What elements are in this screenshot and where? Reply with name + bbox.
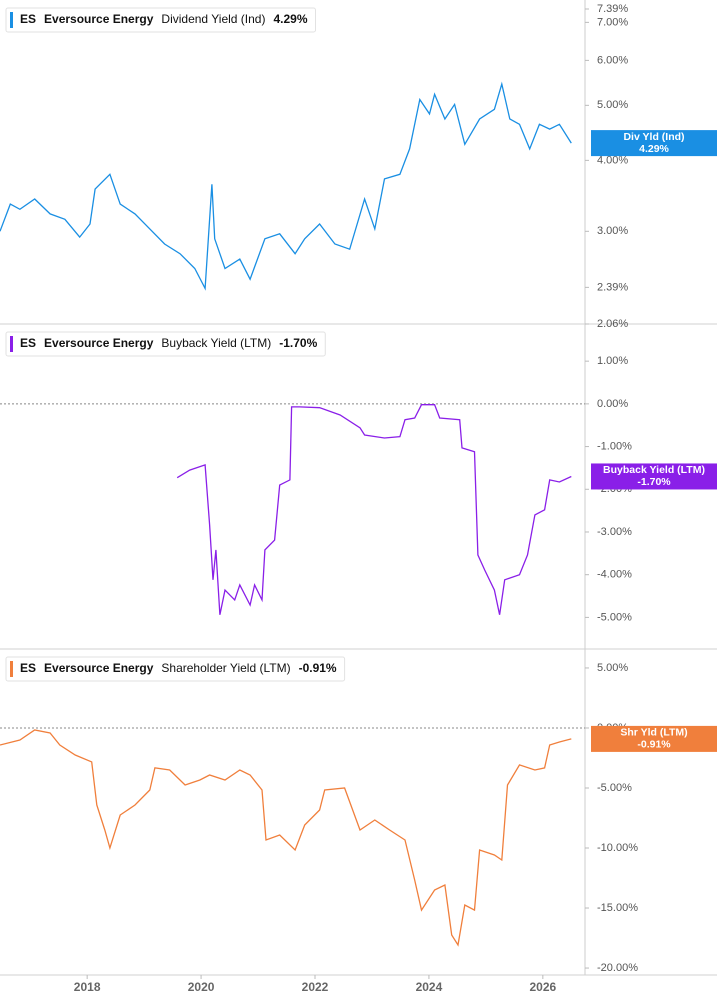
company: Eversource Energy	[44, 12, 154, 26]
separators	[0, 0, 717, 976]
y-tick-label: -1.00%	[597, 440, 632, 452]
y-tick-label: 2.39%	[597, 281, 628, 293]
legend-swatch	[10, 12, 13, 28]
company: Eversource Energy	[44, 336, 154, 350]
y-tick-label: 0.00%	[597, 398, 628, 410]
legend-swatch	[10, 336, 13, 352]
y-tick-label: 5.00%	[597, 99, 628, 111]
y-tick-label: -20.00%	[597, 962, 638, 974]
company: Eversource Energy	[44, 661, 154, 675]
y-tick-label: 7.39%	[597, 3, 628, 15]
value-tag	[591, 725, 717, 752]
y-tick-label: 3.00%	[597, 225, 628, 237]
y-tick-label: 5.00%	[597, 662, 628, 674]
x-tick-label: 2022	[302, 980, 329, 994]
x-tick-label: 2020	[188, 980, 215, 994]
value-tag-name: Div Yld (Ind)	[623, 131, 684, 143]
y-tick-label: 1.00%	[597, 355, 628, 367]
x-tick-label: 2024	[416, 980, 443, 994]
legend-box	[5, 656, 346, 682]
y-tick-label: -3.00%	[597, 526, 632, 538]
legend-box	[5, 331, 326, 357]
y-tick-label: 4.00%	[597, 154, 628, 166]
legend-swatch	[10, 661, 13, 677]
x-tick-label: 2026	[529, 980, 556, 994]
y-tick-label: -15.00%	[597, 902, 638, 914]
y-tick-label: -4.00%	[597, 569, 632, 581]
value-tag-value: -0.91%	[637, 739, 671, 751]
series-line	[176, 404, 572, 615]
x-tick-label: 2018	[74, 980, 101, 994]
header-value: -0.91%	[299, 661, 337, 675]
value-tag	[591, 130, 717, 157]
y-tick-label: -5.00%	[597, 782, 632, 794]
value-tag	[591, 463, 717, 490]
y-tick-label: -5.00%	[597, 611, 632, 623]
header-value: -1.70%	[279, 336, 317, 350]
value-tag-value: -1.70%	[637, 476, 671, 488]
legend-series-name: Shareholder Yield (LTM)	[161, 661, 290, 675]
y-tick-label: 7.00%	[597, 16, 628, 28]
series-line	[0, 81, 572, 291]
ticker: ES	[20, 336, 36, 350]
legend-series-name: Dividend Yield (Ind)	[161, 12, 265, 26]
value-tag-name: Shr Yld (LTM)	[620, 727, 687, 739]
legend-series-name: Buyback Yield (LTM)	[161, 336, 271, 350]
y-tick-label: -10.00%	[597, 842, 638, 854]
legend-box	[5, 7, 316, 33]
series-line	[0, 729, 572, 947]
ticker: ES	[20, 12, 36, 26]
y-tick-label: 6.00%	[597, 54, 628, 66]
header-value: 4.29%	[273, 12, 307, 26]
value-tag-value: 4.29%	[639, 143, 669, 155]
y-tick-label: 2.06%	[597, 318, 628, 330]
ticker: ES	[20, 661, 36, 675]
value-tag-name: Buyback Yield (LTM)	[603, 464, 705, 476]
